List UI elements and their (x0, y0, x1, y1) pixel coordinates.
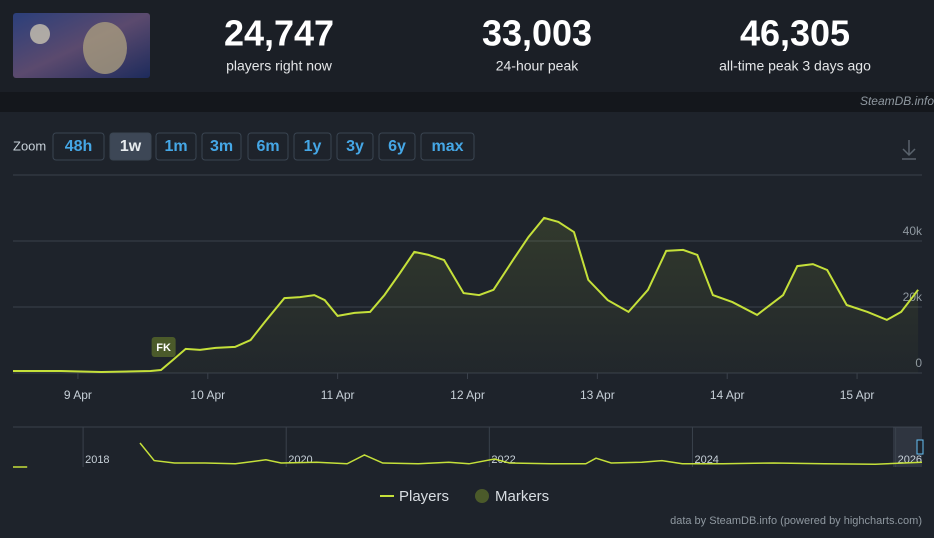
event-marker-label: FK (156, 342, 171, 354)
source-link[interactable]: SteamDB.info (860, 94, 934, 108)
x-tick-label: 12 Apr (450, 388, 485, 402)
stat-value: 33,003 (482, 13, 592, 54)
stat-value: 24,747 (224, 13, 334, 54)
zoom-button[interactable] (155, 132, 197, 161)
x-tick-label: 15 Apr (840, 388, 875, 402)
zoom-button[interactable] (247, 132, 289, 161)
stat-label: all-time peak 3 days ago (719, 58, 871, 74)
game-thumbnail[interactable] (13, 13, 150, 78)
zoom-label: Zoom (13, 138, 46, 153)
zoom-button[interactable] (336, 132, 374, 161)
legend-label[interactable]: Players (399, 488, 449, 505)
x-tick-label: 9 Apr (64, 388, 92, 402)
source-strip (0, 92, 934, 112)
navigator-area (13, 427, 922, 467)
navigator-tick-label: 2020 (288, 454, 312, 466)
zoom-button[interactable] (293, 132, 332, 161)
stat-label: players right now (226, 58, 333, 74)
thumbnail-art (83, 22, 127, 74)
zoom-button-label[interactable]: 3y (346, 138, 364, 155)
y-tick-label: 0 (915, 356, 922, 370)
navigator-line (13, 442, 923, 468)
zoom-button-label[interactable]: max (431, 138, 463, 155)
legend-symbol (475, 489, 489, 503)
thumbnail-art (30, 24, 50, 44)
zoom-button[interactable] (420, 132, 475, 161)
zoom-button-label[interactable]: 1y (304, 138, 322, 155)
navigator-tick-label: 2018 (85, 454, 109, 466)
zoom-button-label[interactable]: 48h (65, 138, 93, 155)
zoom-button[interactable] (52, 132, 105, 161)
legend-label[interactable]: Markers (495, 488, 549, 505)
series-area (13, 217, 919, 373)
navigator-tick-label: 2026 (898, 454, 922, 466)
zoom-button-label[interactable]: 1w (120, 138, 142, 155)
zoom-button-label[interactable]: 3m (210, 138, 233, 155)
zoom-button-label[interactable]: 6m (256, 138, 279, 155)
x-tick-label: 14 Apr (710, 388, 745, 402)
zoom-button[interactable] (378, 132, 416, 161)
series-line (13, 216, 919, 374)
stat-value: 46,305 (740, 13, 850, 54)
zoom-buttons: 48h 1w 1m 3m 6m 1y 3y 6y max (52, 132, 475, 161)
zoom-button-label[interactable]: 6y (388, 138, 406, 155)
navigator-handle[interactable] (916, 439, 924, 455)
x-tick-label: 13 Apr (580, 388, 615, 402)
download-icon[interactable] (902, 140, 916, 160)
credit: data by SteamDB.info (powered by highcha… (670, 515, 922, 527)
zoom-button[interactable] (201, 132, 242, 161)
navigator-tick-label: 2024 (694, 454, 718, 466)
zoom-button-label[interactable]: 1m (164, 138, 187, 155)
x-tick-label: 10 Apr (190, 388, 225, 402)
y-tick-label: 40k (903, 224, 923, 238)
x-tick-label: 11 Apr (321, 388, 355, 402)
zoom-button[interactable] (109, 132, 152, 161)
event-marker[interactable] (151, 337, 176, 357)
header-bg (0, 0, 934, 92)
stat-label: 24-hour peak (496, 58, 580, 74)
